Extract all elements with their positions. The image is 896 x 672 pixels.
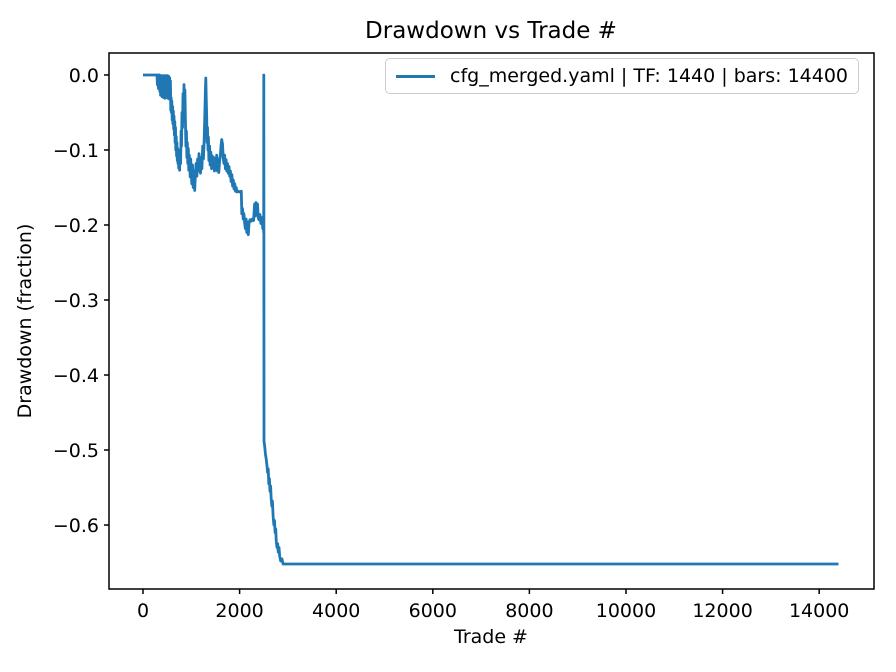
- x-tick-label: 2000: [215, 600, 263, 622]
- plot-frame: [108, 52, 875, 590]
- chart-title: Drawdown vs Trade #: [365, 18, 617, 44]
- x-tick-label: 12000: [692, 600, 752, 622]
- legend: cfg_merged.yaml | TF: 1440 | bars: 14400: [385, 58, 860, 94]
- drawdown-line-series: [143, 73, 839, 566]
- plot-area: 0 2000 4000 6000 8000 10000 12000 14000 0.0 −0.1 −…: [53, 52, 875, 622]
- y-tick-label: −0.3: [53, 290, 99, 312]
- x-tick-label: 4000: [312, 600, 360, 622]
- x-tick-label: 8000: [505, 600, 553, 622]
- x-tick-label: 14000: [789, 600, 849, 622]
- x-tick-label: 0: [137, 600, 149, 622]
- legend-label: cfg_merged.yaml | TF: 1440 | bars: 14400: [450, 64, 849, 87]
- y-axis-label: Drawdown (fraction): [14, 224, 36, 419]
- y-tick-label: −0.5: [53, 440, 99, 462]
- x-tick-label: 6000: [409, 600, 457, 622]
- y-tick-label: −0.4: [53, 365, 99, 387]
- y-tick-label: −0.2: [53, 215, 99, 237]
- x-tick-label: 10000: [596, 600, 656, 622]
- x-axis-label: Trade #: [453, 626, 528, 648]
- y-tick-label: 0.0: [69, 65, 99, 87]
- legend-line-sample: [396, 74, 435, 78]
- y-tick-label: −0.6: [53, 515, 99, 537]
- y-tick-label: −0.1: [53, 140, 99, 162]
